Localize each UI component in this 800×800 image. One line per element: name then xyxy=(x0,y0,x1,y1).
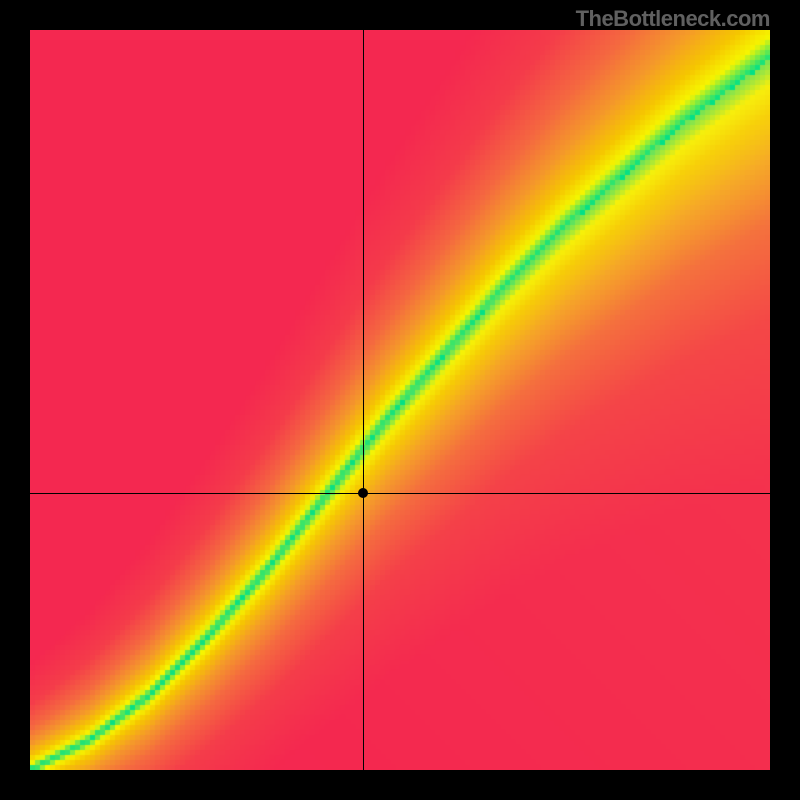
crosshair-horizontal xyxy=(30,493,770,494)
crosshair-marker xyxy=(358,488,368,498)
heatmap-plot xyxy=(30,30,770,770)
watermark-text: TheBottleneck.com xyxy=(576,6,770,32)
heatmap-canvas xyxy=(30,30,770,770)
crosshair-vertical xyxy=(363,30,364,770)
